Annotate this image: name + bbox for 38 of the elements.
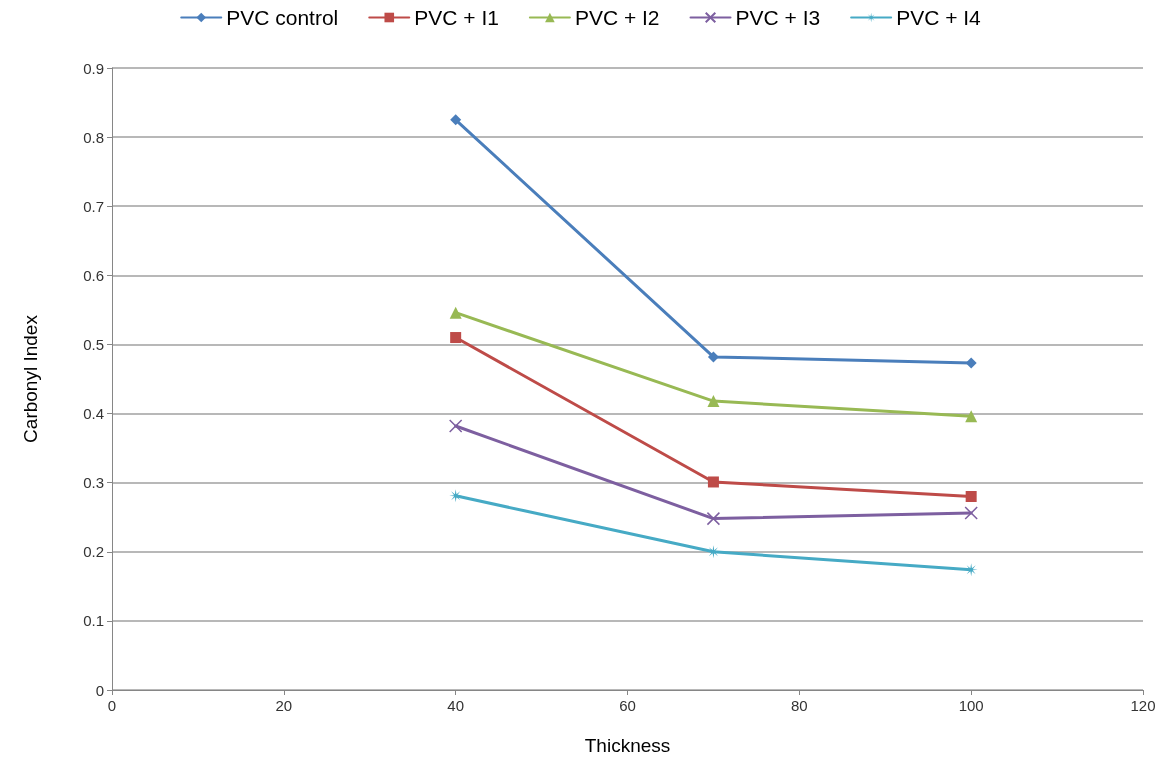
legend-label: PVC + I2 (574, 6, 660, 29)
point (965, 410, 978, 423)
x-tick-label: 20 (275, 697, 293, 714)
y-tick-label: 0 (95, 681, 104, 699)
point (965, 357, 977, 369)
y-tick-label: 0.3 (83, 474, 104, 492)
legend-label: PVC + I1 (414, 6, 499, 29)
y-tick-label: 0.6 (83, 266, 104, 284)
legend-label: PVC control (226, 6, 339, 29)
point (965, 490, 977, 502)
point (450, 114, 462, 126)
x-tick-label: 0 (107, 697, 117, 714)
legend-label: PVC + I4 (896, 6, 982, 29)
point (707, 476, 719, 488)
y-tick-label: 0.2 (83, 543, 104, 561)
point (707, 351, 719, 363)
y-tick-label: 0.1 (83, 612, 104, 630)
point (448, 419, 463, 433)
y-tick-label: 0.8 (83, 128, 104, 146)
x-tick-label: 60 (619, 697, 636, 714)
x-tick-label: 120 (1130, 697, 1156, 714)
x-tick-label: 100 (958, 697, 984, 714)
x-axis-title: Thickness (584, 735, 671, 756)
point (449, 489, 463, 503)
point (707, 395, 720, 408)
point (964, 563, 978, 577)
y-axis-title: Carbonyl Index (20, 314, 41, 443)
point (450, 332, 462, 344)
y-tick-label: 0.5 (83, 335, 104, 353)
x-tick-label: 80 (790, 697, 808, 714)
point (449, 306, 462, 319)
point (964, 506, 978, 520)
legend-label: PVC + I3 (735, 6, 821, 29)
y-tick-label: 0.4 (83, 405, 104, 423)
x-tick-label: 40 (447, 697, 465, 714)
y-tick-label: 0.7 (83, 197, 104, 215)
y-tick-label: 0.9 (83, 59, 104, 77)
point (706, 511, 721, 526)
